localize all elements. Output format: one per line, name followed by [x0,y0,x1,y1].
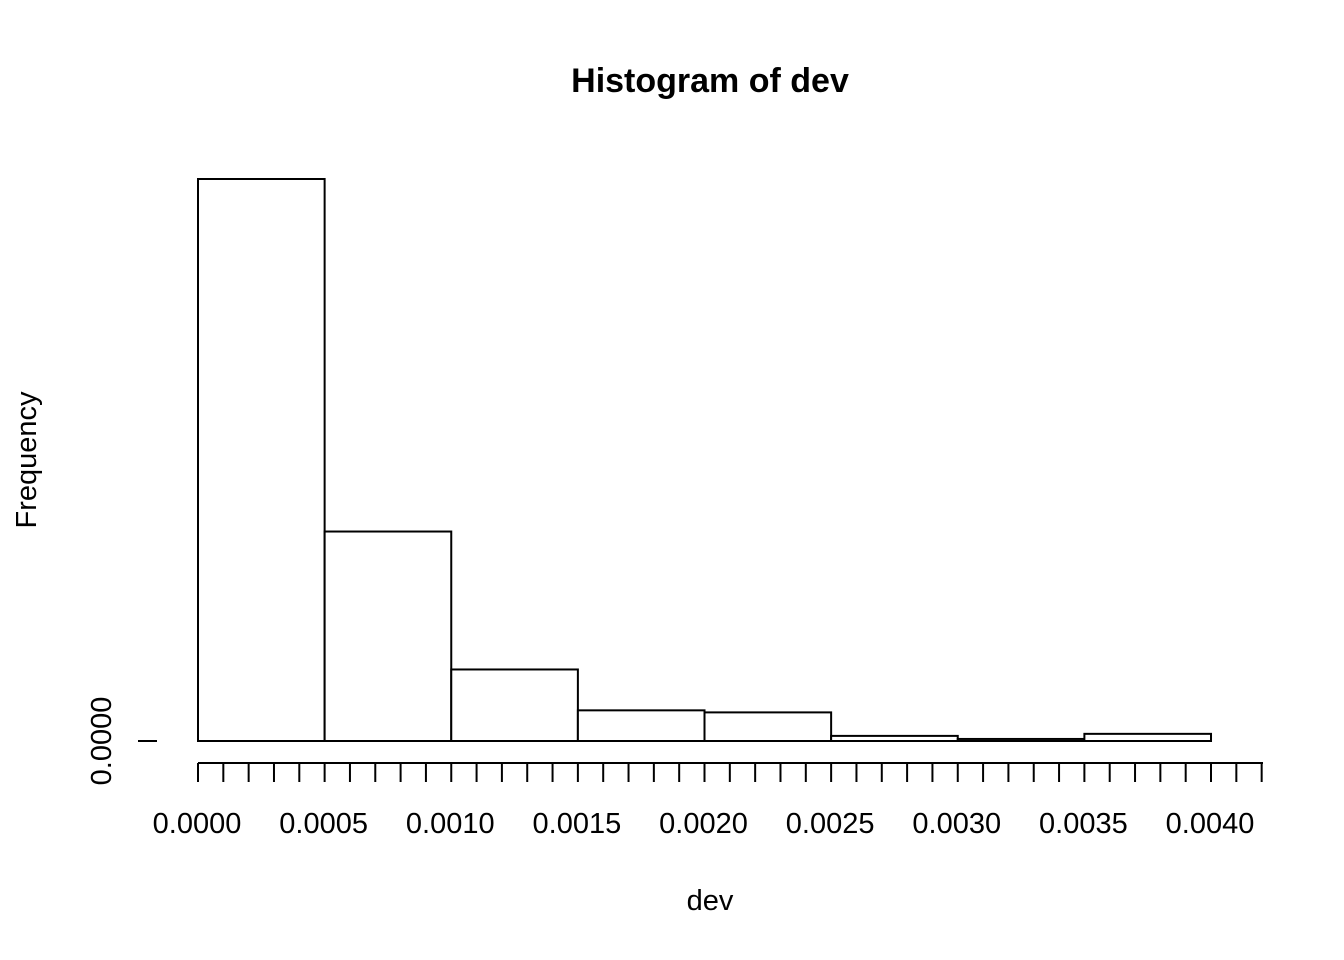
y-tick-label: 0.0000 [86,697,118,786]
histogram-bar-0 [197,178,326,742]
x-tick-label: 0.0035 [1039,808,1128,840]
x-axis: 0.0000 0.0005 0.0010 0.0015 0.0020 0.0025 0.00… [153,762,1263,840]
histogram-bar-6 [956,737,1086,742]
histogram-bar-1 [323,530,453,743]
chart-title: Histogram of dev [571,62,849,100]
y-axis: 0.0000 [86,697,157,786]
histogram-bar-2 [450,668,579,742]
x-tick-label: 0.0015 [533,808,622,840]
histogram-bar-7 [1083,732,1213,743]
x-tick-label: 0.0000 [153,808,242,840]
x-tick-label: 0.0010 [406,808,495,840]
histogram-bar-3 [576,709,706,743]
x-axis-label: dev [687,885,734,917]
x-tick-label: 0.0005 [279,808,368,840]
x-tick-label: 0.0025 [786,808,875,840]
histogram-bar-5 [830,734,959,743]
x-tick-label: 0.0030 [912,808,1001,840]
x-tick-label: 0.0020 [659,808,748,840]
bars-group [197,178,1213,743]
histogram-bar-4 [703,711,833,743]
x-tick-label: 0.0040 [1166,808,1255,840]
y-axis-label: Frequency [11,391,43,529]
